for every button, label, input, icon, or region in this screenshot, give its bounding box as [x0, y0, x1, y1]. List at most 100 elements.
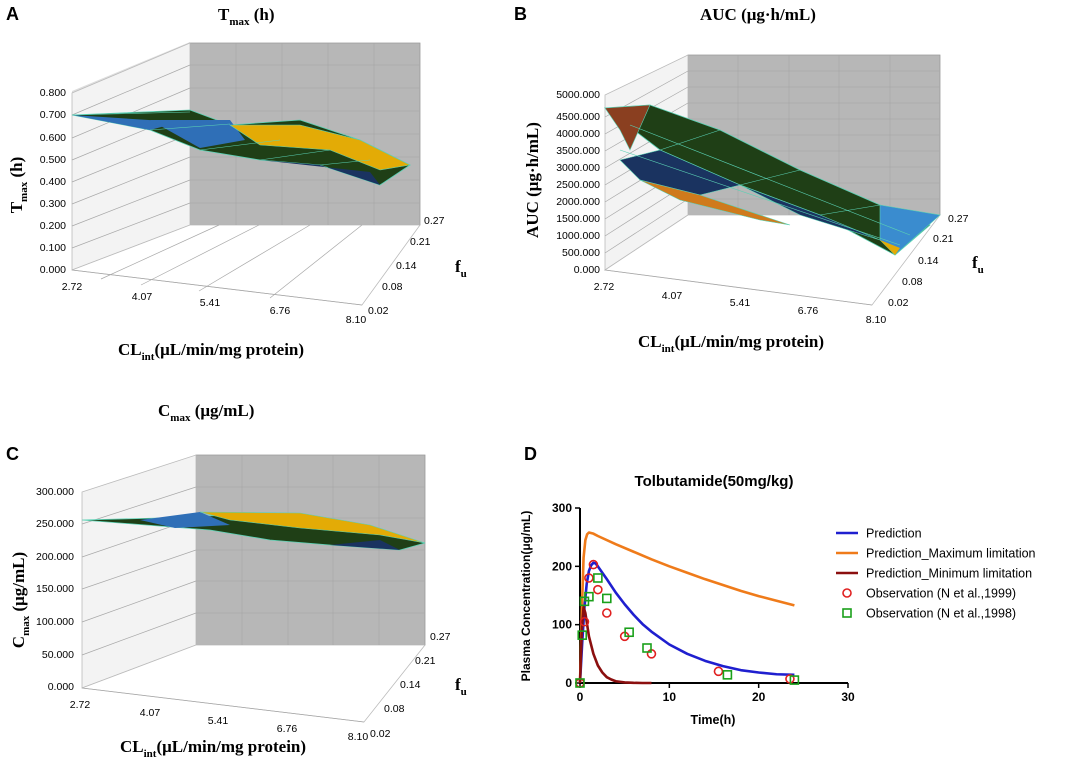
x-axis-label: CLint(μL/min/mg protein) [120, 737, 306, 759]
z-tick: 500.000 [562, 247, 600, 259]
data-point [584, 591, 594, 602]
y-tick: 0.02 [370, 728, 391, 740]
panel-title: AUC (μg·h/mL) [700, 5, 816, 24]
x-axis-label: CLint(μL/min/mg protein) [118, 340, 304, 363]
surface-gold [880, 240, 900, 255]
y-tick-label: 300 [552, 501, 572, 515]
x-tick: 2.72 [62, 281, 83, 293]
legend-label: Observation (N et al.,1999) [866, 587, 1016, 601]
z-axis-label: Tmax (h) [7, 157, 30, 214]
z-tick: 200.000 [36, 551, 74, 563]
data-point [722, 670, 733, 680]
data-point [601, 608, 612, 618]
series-line [578, 531, 795, 684]
z-axis-label: Cmax (μg/mL) [9, 552, 32, 648]
y-tick: 0.27 [430, 631, 451, 643]
data-point [575, 678, 585, 688]
x-tick: 5.41 [208, 715, 229, 727]
series-line [578, 605, 652, 685]
y-ticks: 0.02 0.08 0.14 0.21 0.27 [888, 213, 969, 309]
y-ticks: 0.02 0.08 0.14 0.21 0.27 [370, 631, 451, 740]
z-tick: 3500.000 [556, 145, 600, 157]
y-tick: 0.08 [382, 281, 403, 293]
panel-letter: B [514, 4, 527, 24]
data-point [588, 559, 599, 570]
x-tick: 4.07 [662, 290, 683, 302]
surface-navy [619, 149, 741, 196]
data-point [584, 573, 594, 583]
legend-label: Observation (N et al.,1998) [866, 607, 1016, 621]
y-axis-label: fu [972, 253, 984, 276]
y-tick: 0.08 [902, 276, 923, 288]
z-tick: 0.300 [40, 198, 66, 210]
x-axis-label: Time(h) [691, 713, 736, 727]
surface-brown [604, 104, 651, 151]
x-tick: 8.10 [346, 314, 367, 326]
x-tick: 8.10 [348, 731, 369, 743]
z-tick: 1000.000 [556, 230, 600, 242]
x-tick-label: 0 [577, 690, 584, 704]
legend-label: Prediction_Maximum limitation [866, 547, 1036, 561]
y-tick-label: 0 [565, 676, 572, 690]
legend-label: Prediction_Minimum limitation [866, 567, 1032, 581]
chart-title: Tolbutamide(50mg/kg) [635, 473, 794, 490]
z-tick: 2000.000 [556, 196, 600, 208]
x-tick-label: 10 [663, 690, 677, 704]
z-tick: 2500.000 [556, 179, 600, 191]
surface-navy [330, 540, 400, 550]
z-tick: 4500.000 [556, 111, 600, 123]
z-tick: 4000.000 [556, 128, 600, 140]
z-tick: 0.800 [40, 87, 66, 99]
x-tick: 6.76 [798, 305, 819, 317]
surface-mesh [71, 111, 371, 166]
x-tick: 6.76 [270, 305, 291, 317]
z-tick: 0.100 [40, 242, 66, 254]
data-point [789, 675, 800, 685]
y-tick: 0.14 [400, 679, 421, 691]
surface-gold [229, 124, 411, 171]
z-tick: 1500.000 [556, 213, 600, 225]
y-tick: 0.27 [424, 215, 445, 227]
y-tick: 0.02 [888, 297, 909, 309]
z-tick: 0.700 [40, 109, 66, 121]
panel-title: Cmax (μg/mL) [158, 401, 254, 424]
panel-a: A Tmax (h) 0.000 0.100 [6, 4, 467, 363]
y-tick: 0.21 [933, 233, 954, 245]
x-ticks: 2.72 4.07 5.41 6.76 8.10 [70, 699, 369, 743]
y-tick: 0.02 [368, 305, 389, 317]
x-tick: 4.07 [140, 707, 161, 719]
x-tick: 2.72 [70, 699, 91, 711]
x-tick: 4.07 [132, 291, 153, 303]
surface-mesh [619, 124, 911, 246]
z-tick: 100.000 [36, 616, 74, 628]
z-tick: 0.400 [40, 176, 66, 188]
z-ticks: 0.000 500.000 1000.000 1500.000 2000.000… [556, 89, 600, 276]
panel-d: D Tolbutamide(50mg/kg) Plasma Concentrat… [519, 444, 1036, 727]
surface-blue [150, 120, 245, 148]
z-tick: 150.000 [36, 583, 74, 595]
surface-orange [639, 179, 791, 226]
z-tick: 3000.000 [556, 162, 600, 174]
y-tick: 0.08 [384, 703, 405, 715]
z-tick: 0.000 [40, 264, 66, 276]
data-point [577, 630, 588, 640]
surface-gold [199, 511, 426, 544]
data-point [579, 616, 590, 627]
x-tick-label: 20 [752, 690, 766, 704]
panel-letter: C [6, 444, 19, 464]
y-axis-label: fu [455, 257, 467, 280]
x-ticks: 2.72 4.07 5.41 6.76 8.10 [594, 281, 887, 326]
y-tick: 0.14 [396, 260, 417, 272]
x-tick: 8.10 [866, 314, 887, 326]
panel-title: Tmax (h) [218, 5, 275, 28]
data-point [642, 643, 652, 653]
y-tick: 0.14 [918, 255, 939, 267]
y-tick: 0.21 [415, 655, 436, 667]
series-line [578, 561, 795, 684]
data-point [593, 584, 603, 595]
data-point [713, 666, 724, 677]
z-tick: 0.000 [48, 681, 74, 693]
z-tick: 250.000 [36, 518, 74, 530]
